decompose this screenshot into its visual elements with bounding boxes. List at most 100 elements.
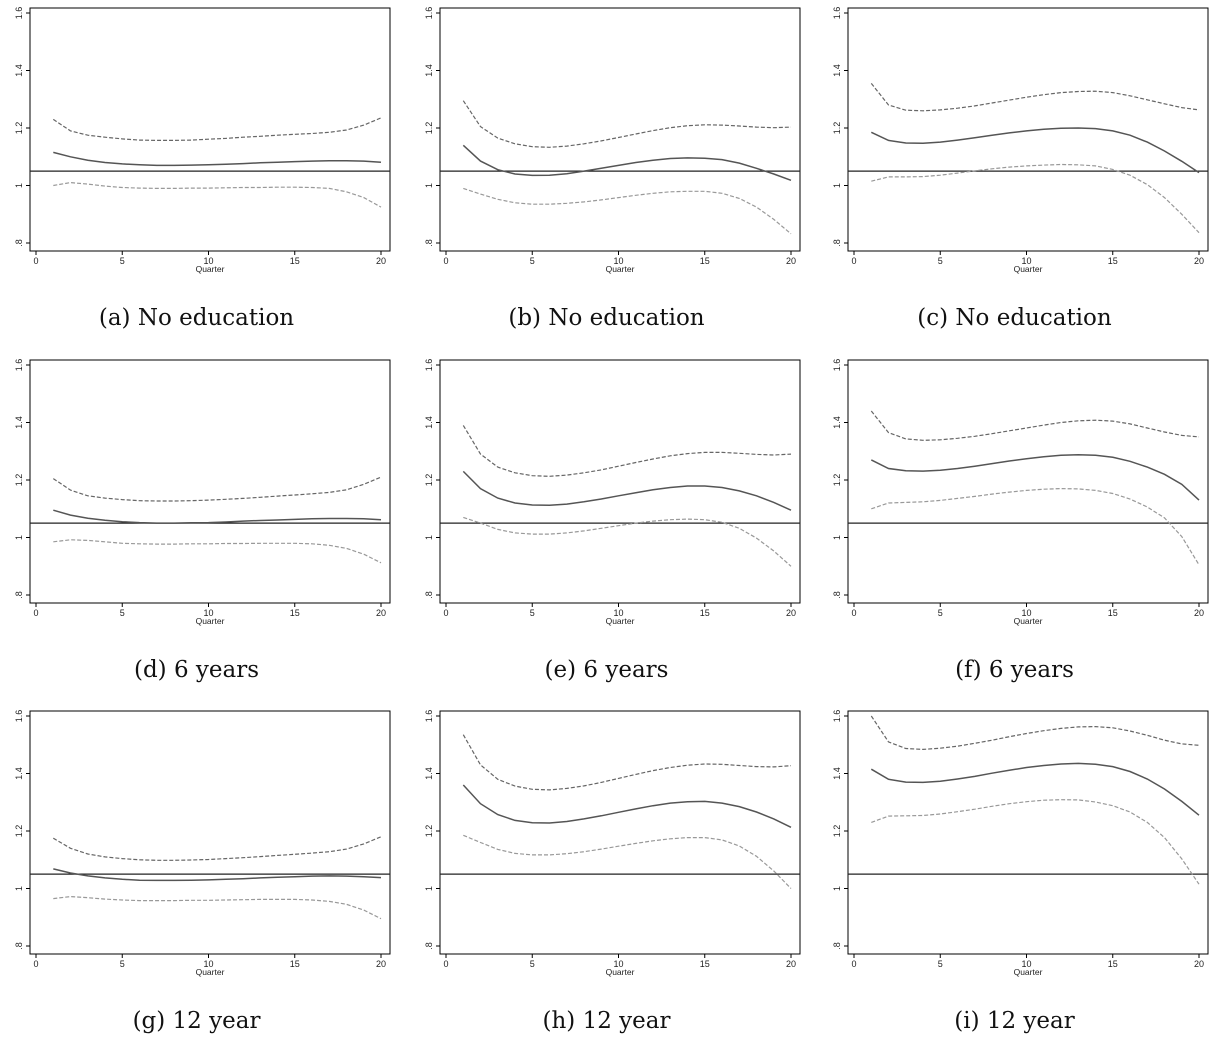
series-line-ci_upper: [462, 100, 792, 148]
series-line-ci_upper: [462, 425, 792, 477]
series-line-ci_lower: [53, 895, 382, 920]
plot-frame: [29, 7, 391, 252]
series-line-ci_lower: [463, 834, 792, 889]
y-tick-label: .8: [424, 239, 434, 247]
x-tick-label: 5: [120, 959, 125, 969]
y-tick-label: 1.2: [424, 825, 434, 838]
series-line-estimate: [53, 509, 382, 524]
plot-frame: [847, 7, 1209, 252]
y-tick-label: 1.2: [832, 474, 842, 487]
series-line-estimate: [870, 127, 1200, 174]
panel-caption: (c) No education: [917, 305, 1112, 331]
x-tick-label: 10: [203, 608, 213, 618]
y-tick-label: 1.6: [14, 359, 24, 372]
y-tick-label: 1: [14, 535, 24, 540]
x-tick-label: 15: [700, 608, 710, 618]
series-line-ci_lower: [463, 187, 792, 235]
y-tick-label: 1: [424, 535, 434, 540]
y-tick-label: 1.6: [832, 7, 842, 20]
x-tick-label: 0: [443, 256, 448, 266]
chart-svg: .8 1 1.2 1.4 1.6 0 5 10 15 20 Quarter: [424, 359, 801, 626]
x-tick-label: 0: [33, 608, 38, 618]
y-tick-label: 1: [424, 183, 434, 188]
x-tick-label: 15: [1108, 959, 1118, 969]
x-axis-label: Quarter: [606, 967, 635, 977]
y-tick-label: .8: [14, 942, 24, 950]
x-axis-label: Quarter: [196, 616, 225, 626]
y-tick-label: .8: [832, 239, 842, 247]
y-tick-label: 1.4: [14, 416, 24, 429]
panel-caption: (g) 12 year: [132, 1008, 261, 1034]
y-tick-label: 1: [832, 886, 842, 891]
plot-frame: [847, 710, 1209, 955]
x-tick-label: 0: [33, 256, 38, 266]
x-tick-label: 5: [938, 959, 943, 969]
x-tick-label: 5: [938, 256, 943, 266]
y-tick-label: 1.4: [832, 416, 842, 429]
plot-frame: [439, 710, 801, 955]
x-axis-label: Quarter: [196, 264, 225, 274]
y-tick-label: 1.4: [832, 64, 842, 77]
x-tick-label: 10: [613, 256, 623, 266]
x-tick-label: 10: [1021, 256, 1031, 266]
series-line-ci_upper: [870, 715, 1200, 751]
x-tick-label: 15: [700, 256, 710, 266]
plot-frame: [439, 7, 801, 252]
x-tick-label: 20: [786, 608, 796, 618]
series-line-ci_upper: [870, 83, 1200, 112]
chart-panel-5: .8 1 1.2 1.4 1.6 0 5 10 15 20 Quarter (f) 6 years: [818, 352, 1211, 692]
series-line-estimate: [53, 151, 382, 167]
y-tick-label: 1.2: [14, 122, 24, 135]
x-tick-label: 10: [1021, 959, 1031, 969]
y-tick-label: 1.4: [424, 767, 434, 780]
x-tick-label: 20: [786, 959, 796, 969]
y-tick-label: 1: [424, 886, 434, 891]
y-tick-label: 1: [832, 183, 842, 188]
x-tick-label: 10: [613, 959, 623, 969]
y-tick-label: 1.2: [14, 474, 24, 487]
x-axis-label: Quarter: [606, 264, 635, 274]
panel-caption: (b) No education: [508, 305, 705, 331]
chart-svg: .8 1 1.2 1.4 1.6 0 5 10 15 20 Quarter: [832, 7, 1209, 274]
x-tick-label: 0: [851, 256, 856, 266]
series-line-ci_lower: [53, 181, 382, 208]
panel-caption: (e) 6 years: [544, 657, 669, 683]
x-tick-label: 10: [203, 959, 213, 969]
x-tick-label: 0: [443, 608, 448, 618]
x-axis-label: Quarter: [1014, 616, 1043, 626]
chart-panel-3: .8 1 1.2 1.4 1.6 0 5 10 15 20 Quarter (d) 6 years: [0, 352, 393, 692]
series-line-estimate: [462, 144, 792, 182]
chart-svg: .8 1 1.2 1.4 1.6 0 5 10 15 20 Quarter: [424, 710, 801, 977]
y-tick-label: 1.4: [424, 64, 434, 77]
y-tick-label: 1.6: [832, 710, 842, 723]
chart-panel-7: .8 1 1.2 1.4 1.6 0 5 10 15 20 Quarter (h) 12 year: [410, 703, 803, 1043]
y-tick-label: 1.2: [832, 122, 842, 135]
y-tick-label: 1.4: [832, 767, 842, 780]
chart-panel-6: .8 1 1.2 1.4 1.6 0 5 10 15 20 Quarter (g) 12 year: [0, 703, 393, 1043]
panel-caption: (d) 6 years: [133, 657, 260, 683]
y-tick-label: .8: [14, 239, 24, 247]
chart-panel-8: .8 1 1.2 1.4 1.6 0 5 10 15 20 Quarter (i) 12 year: [818, 703, 1211, 1043]
y-tick-label: 1: [14, 183, 24, 188]
plot-frame: [29, 359, 391, 604]
y-tick-label: .8: [424, 591, 434, 599]
y-tick-label: 1.2: [832, 825, 842, 838]
y-tick-label: .8: [832, 942, 842, 950]
y-tick-label: 1.2: [14, 825, 24, 838]
x-tick-label: 10: [613, 608, 623, 618]
series-line-estimate: [53, 868, 382, 882]
y-tick-label: 1.4: [14, 767, 24, 780]
x-tick-label: 20: [376, 959, 386, 969]
chart-panel-2: .8 1 1.2 1.4 1.6 0 5 10 15 20 Quarter (c) No educat…: [818, 0, 1211, 340]
y-tick-label: 1.6: [424, 710, 434, 723]
chart-svg: .8 1 1.2 1.4 1.6 0 5 10 15 20 Quarter: [14, 359, 391, 626]
plot-frame: [439, 359, 801, 604]
panel-caption: (f) 6 years: [955, 657, 1074, 683]
y-tick-label: 1: [14, 886, 24, 891]
series-line-estimate: [870, 453, 1200, 501]
series-line-estimate: [462, 784, 792, 828]
y-tick-label: 1.4: [14, 64, 24, 77]
x-axis-label: Quarter: [606, 616, 635, 626]
x-tick-label: 5: [120, 608, 125, 618]
x-tick-label: 20: [376, 256, 386, 266]
